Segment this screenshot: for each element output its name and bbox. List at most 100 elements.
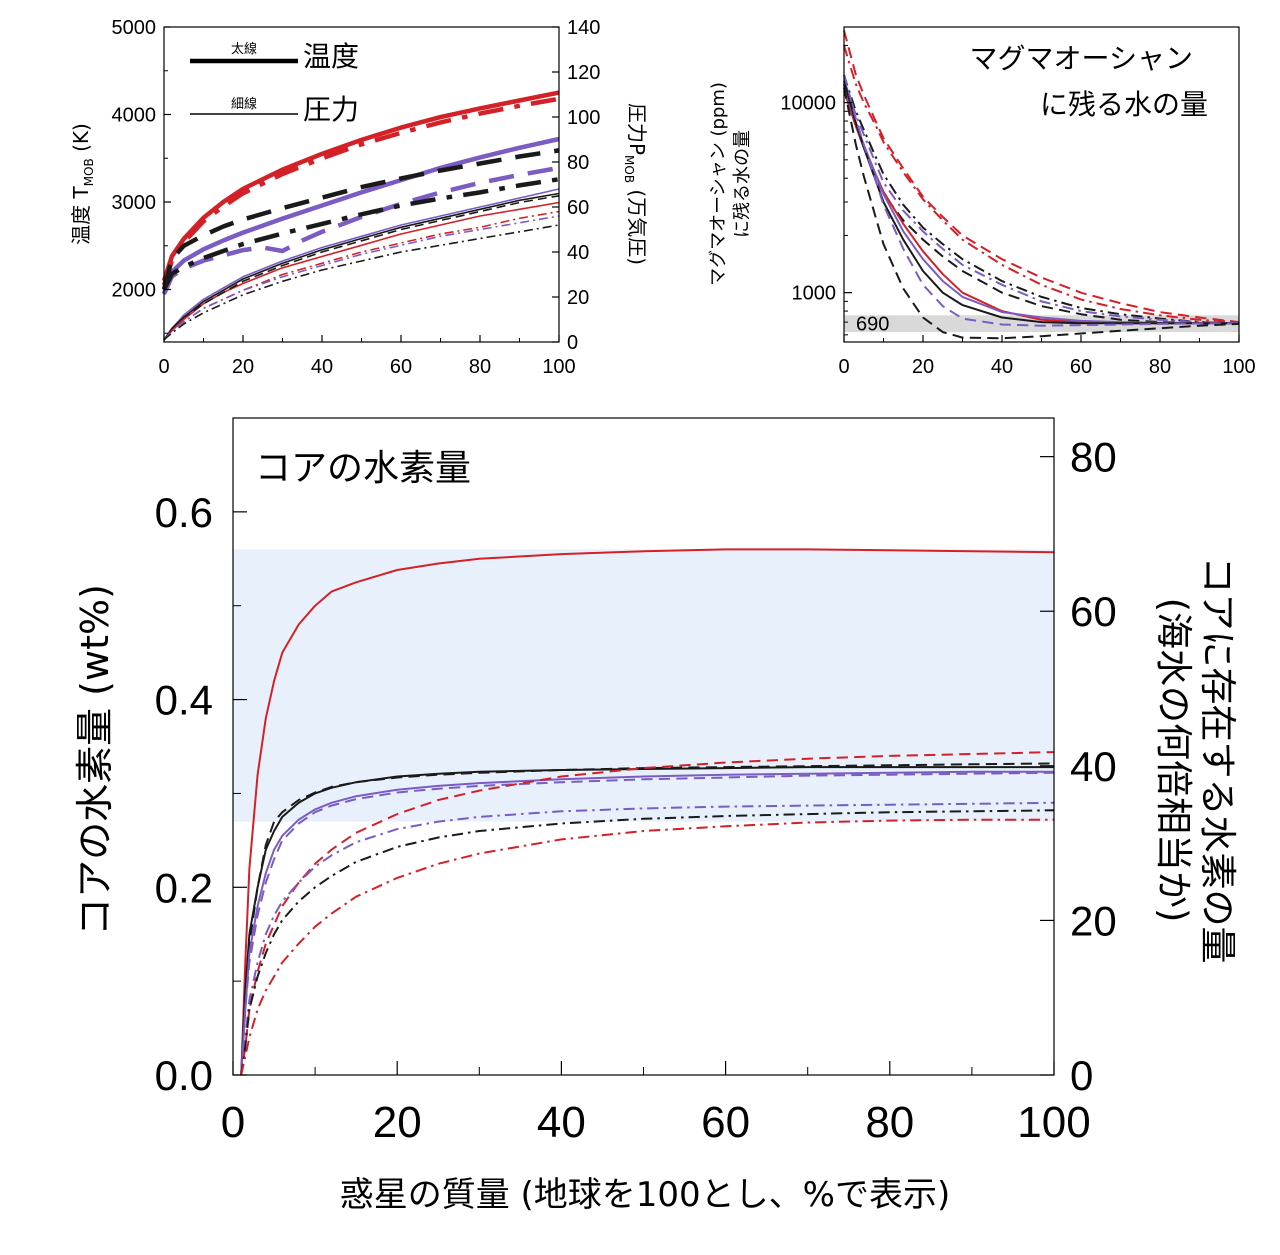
temperature-axis-label-sub: MOB [82,158,96,186]
water-remaining-series-black-solid-7 [843,80,1239,325]
core-hydrogen-series [240,548,1055,1076]
temperature-pressure-plot-frame [163,26,560,343]
core-left-y-tick-label: 0.2 [155,864,213,911]
water-remaining-series-red-dashed-0 [843,30,1240,324]
core-hydrogen-right-axis-label-line2: (海水の何倍相当か) [1152,598,1195,923]
temperature-pressure-series-black-dashed-3 [161,148,560,291]
temperature-pressure-series-black-dashdot-12 [163,224,560,341]
water-remaining-series-red-dashdot-1 [843,45,1240,324]
temperature-pressure-series-purple-dashdot-11 [163,215,560,341]
pressure-y-tick-label: 20 [567,287,589,309]
svg-text:温度 TMOB (K): 温度 TMOB (K) [69,123,96,245]
water-remaining-ticks: 0 20 40 60 80 100 1000 10000 [780,44,1256,378]
core-right-y-tick-label: 0 [1070,1052,1093,1099]
core-hydrogen-series-black-dashdot-7 [240,809,1055,1076]
legend-thick-small-label: 太線 [231,41,257,57]
water-x-tick-label: 40 [991,356,1013,378]
pressure-y-tick-label: 100 [567,107,600,129]
temperature-pressure-panel: 0 20 40 60 80 100 2000 3000 4000 5000 0 20 40 60 80 100… [69,17,649,378]
temperature-pressure-series-purple-solid-2 [161,136,560,295]
core-hydrogen-series-purple-dashdot-6 [240,801,1055,1076]
pressure-y-tick-label: 0 [567,332,578,354]
core-x-tick-label: 60 [701,1098,750,1147]
water-remaining-title-line1: マグマオーシャン [970,42,1193,75]
pressure-axis-label-sub: MOB [622,155,636,183]
core-hydrogen-right-axis-label-line1: コアに存在する水素の量 [1196,557,1239,964]
pressure-axis-label: 圧力PMOB (万気圧) [622,103,649,265]
core-hydrogen-panel: 0 20 40 60 80 100 0.0 0.2 0.4 0.6 0 20 40 60 80 コアの水素量… [73,417,1239,1215]
water-x-tick-label: 0 [838,356,849,378]
water-remaining-series-black-dashed-9 [843,87,1240,340]
temperature-pressure-x-tick-label: 80 [469,356,491,378]
core-x-tick-label: 80 [865,1098,914,1147]
water-remaining-series-black-dashdot-2 [843,74,1240,325]
temperature-axis-label-name: 温度 [69,205,93,245]
water-x-tick-label: 60 [1070,356,1092,378]
temperature-pressure-series-red-solid-8 [163,201,560,341]
temperature-axis-label-var: T [69,185,93,199]
water-remaining-title-line2: に残る水の量 [1040,88,1208,121]
water-axis-label-line2: に残る水の量 [732,130,753,238]
core-hydrogen-series-red-solid-0 [240,548,1055,1076]
legend: 太線 温度 細線 圧力 [190,40,359,126]
temperature-pressure-series [161,90,560,341]
pressure-axis-label-name: 圧力 [625,103,649,143]
core-x-tick-label: 40 [537,1098,586,1147]
temperature-pressure-series-purple-solid-6 [163,188,560,341]
core-hydrogen-left-axis-label: コアの水素量 (wt%) [73,584,117,936]
water-y-tick-label: 10000 [780,93,836,115]
temperature-axis-label: 温度 TMOB (K) [69,123,96,245]
temperature-y-tick-label: 5000 [112,17,157,39]
water-remaining-series-purple-dashdot-4 [843,80,1240,325]
water-remaining-series-purple-dashed-8 [843,74,1240,327]
water-axis-label: マグマオーシャン (ppm) に残る水の量 [708,82,753,286]
water-remaining-panel: 0 20 40 60 80 100 1000 10000 690 マグマオーシャン に残る水の… [708,26,1256,378]
temperature-pressure-ticks: 0 20 40 60 80 100 2000 3000 4000 5000 0 20 40 60 80 100… [112,17,601,378]
core-hydrogen-series-red-dashed-5 [240,751,1055,1076]
core-left-y-tick-label: 0.0 [155,1052,213,1099]
pressure-axis-label-var: P [625,143,649,155]
water-x-tick-label: 100 [1222,356,1255,378]
pressure-axis-label-unit: (万気圧) [625,189,649,265]
temperature-pressure-x-tick-label: 40 [311,356,333,378]
water-reference-band [844,315,1239,333]
pressure-y-tick-label: 60 [567,197,589,219]
legend-thin-small-label: 細線 [231,96,257,112]
legend-thick-label: 温度 [303,40,359,73]
core-left-y-tick-label: 0.4 [155,677,213,724]
core-right-y-tick-label: 80 [1070,434,1117,481]
core-right-y-tick-label: 40 [1070,743,1117,790]
water-remaining-series [843,30,1240,340]
pressure-y-tick-label: 40 [567,242,589,264]
temperature-pressure-x-tick-label: 0 [158,356,169,378]
legend-thin-label: 圧力 [303,93,359,126]
core-hydrogen-band [233,549,1054,822]
pressure-y-tick-label: 140 [567,17,600,39]
pressure-y-tick-label: 120 [567,62,600,84]
temperature-y-tick-label: 3000 [112,192,157,214]
temperature-pressure-series-black-dashed-9 [163,195,560,341]
core-hydrogen-series-red-dashdot-8 [240,818,1054,1076]
core-hydrogen-ticks: 0 20 40 60 80 100 0.0 0.2 0.4 0.6 0 20 40 60 80 [155,434,1117,1147]
temperature-pressure-x-tick-label: 60 [390,356,412,378]
water-reference-value: 690 [856,313,889,335]
core-x-tick-label: 100 [1017,1098,1090,1147]
pressure-y-tick-label: 80 [567,152,589,174]
temperature-pressure-x-tick-label: 20 [232,356,254,378]
temperature-pressure-series-black-dashdot-5 [161,176,560,291]
core-hydrogen-right-axis-label: コアに存在する水素の量 (海水の何倍相当か) [1152,557,1239,964]
core-x-tick-label: 20 [373,1098,422,1147]
core-hydrogen-series-purple-solid-3 [240,770,1054,1076]
svg-text:コアの水素量 (wt%): コアの水素量 (wt%) [73,584,117,936]
temperature-y-tick-label: 4000 [112,105,157,127]
core-right-y-tick-label: 20 [1070,897,1117,944]
water-x-tick-label: 20 [912,356,934,378]
core-left-y-tick-label: 0.6 [155,489,213,536]
water-y-tick-label: 1000 [792,283,837,305]
temperature-pressure-series-red-dashdot-10 [163,210,560,341]
svg-text:圧力PMOB (万気圧): 圧力PMOB (万気圧) [622,103,649,265]
water-x-tick-label: 80 [1149,356,1171,378]
core-x-tick-label: 0 [221,1098,245,1147]
temperature-axis-label-unit: (K) [69,123,93,152]
